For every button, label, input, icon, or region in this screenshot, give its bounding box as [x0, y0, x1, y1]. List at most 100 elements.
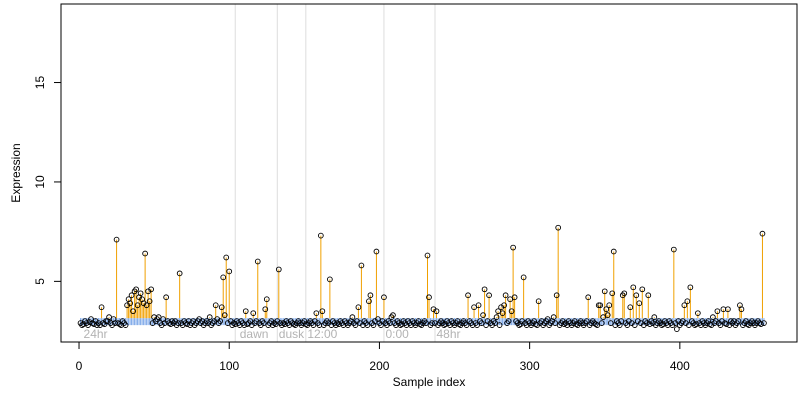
data-point — [349, 314, 356, 320]
data-point — [167, 321, 174, 327]
data-point — [583, 318, 590, 324]
region-label: 12:00 — [307, 327, 337, 341]
data-point — [645, 292, 652, 299]
data-point — [226, 268, 233, 275]
x-tick-label: 0 — [76, 359, 83, 373]
region-label: 48hr — [437, 327, 461, 341]
data-point — [692, 322, 698, 328]
data-point — [364, 322, 371, 328]
data-point — [646, 321, 653, 327]
data-point — [319, 308, 326, 315]
data-point — [722, 320, 728, 326]
data-point — [463, 322, 470, 328]
data-point — [516, 322, 522, 328]
data-point — [417, 321, 423, 327]
data-point — [206, 314, 213, 320]
data-point — [148, 286, 154, 293]
data-point — [223, 254, 230, 261]
y-tick-label: 10 — [33, 175, 47, 189]
data-point — [658, 322, 665, 328]
data-point — [212, 302, 219, 309]
region-labels-layer: 24hr dawn dusk 12:00 0:00 48hr — [84, 327, 461, 341]
data-point — [610, 248, 617, 255]
x-tick-label: 300 — [520, 359, 540, 373]
data-point — [686, 322, 692, 328]
data-point — [242, 308, 249, 315]
data-point — [390, 312, 396, 319]
data-point — [155, 314, 162, 320]
data-point — [535, 298, 542, 305]
data-point — [695, 310, 701, 317]
data-point — [176, 270, 183, 277]
data-point — [600, 314, 607, 320]
data-point — [122, 322, 129, 328]
data-point — [501, 302, 507, 309]
data-point — [98, 304, 105, 311]
data-point — [163, 294, 169, 301]
data-point — [86, 319, 93, 325]
y-tick-label: 15 — [33, 76, 47, 90]
data-point — [630, 284, 637, 291]
data-point — [598, 320, 605, 326]
data-point — [670, 246, 677, 253]
data-point — [511, 294, 518, 301]
data-point — [441, 322, 447, 328]
data-point — [561, 321, 568, 327]
data-point — [143, 302, 150, 309]
data-point — [761, 320, 767, 326]
data-point — [714, 308, 721, 315]
data-point — [597, 302, 604, 309]
data-point — [505, 318, 512, 324]
region-label: 0:00 — [385, 327, 409, 341]
data-point — [134, 302, 141, 309]
data-point — [643, 320, 650, 326]
data-point — [687, 284, 694, 291]
data-point — [744, 321, 751, 327]
data-point — [507, 296, 513, 303]
data-point — [478, 320, 485, 326]
data-point — [604, 312, 611, 319]
data-point — [254, 258, 261, 265]
data-point — [130, 308, 136, 315]
data-point — [492, 320, 498, 326]
data-point — [681, 302, 688, 309]
data-point — [217, 318, 224, 324]
data-point — [571, 318, 578, 324]
data-point — [367, 292, 374, 299]
data-point — [673, 326, 680, 332]
data-point — [603, 306, 610, 313]
data-point — [465, 292, 471, 299]
data-point — [85, 322, 91, 328]
data-point — [358, 262, 365, 269]
data-point — [290, 321, 297, 327]
y-tick-label: 5 — [33, 278, 47, 285]
data-point — [496, 322, 503, 328]
data-point — [474, 322, 480, 328]
data-point — [633, 292, 640, 299]
data-point — [79, 322, 85, 328]
data-point — [495, 308, 501, 315]
data-point — [433, 308, 440, 315]
data-point — [218, 304, 225, 311]
data-point — [381, 294, 387, 301]
data-point — [241, 322, 248, 328]
data-point — [552, 320, 559, 326]
y-axis-title: Expression — [9, 143, 23, 202]
data-point — [639, 286, 646, 293]
data-point — [606, 302, 613, 309]
x-tick-label: 400 — [670, 359, 690, 373]
points-layer — [77, 224, 767, 332]
data-point — [486, 292, 492, 299]
data-point — [250, 310, 257, 317]
data-point — [221, 312, 228, 319]
data-point — [743, 318, 749, 324]
data-point — [618, 318, 625, 324]
data-point — [302, 321, 309, 327]
data-point — [327, 276, 333, 283]
data-point — [499, 310, 506, 317]
data-point — [262, 306, 269, 313]
data-point — [101, 321, 108, 327]
data-point — [426, 294, 432, 301]
